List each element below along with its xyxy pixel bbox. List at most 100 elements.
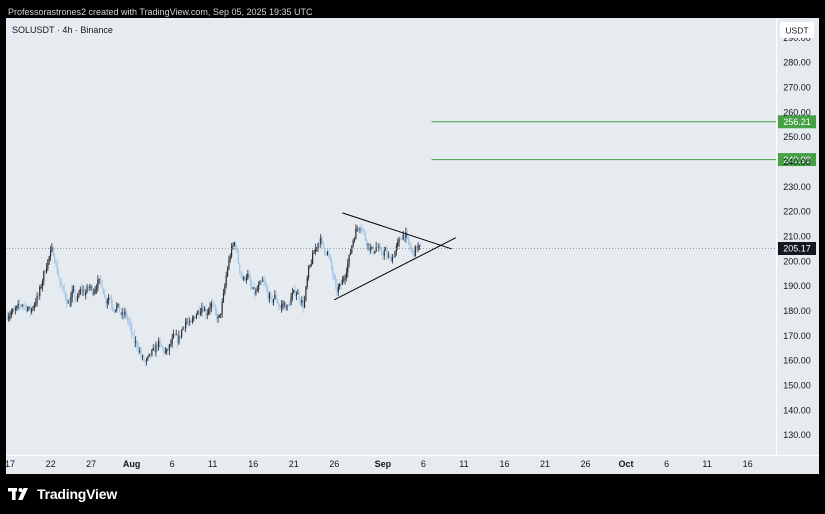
target-level-badge[interactable] <box>778 153 816 167</box>
candle-body <box>31 308 33 313</box>
candle-body <box>118 303 121 313</box>
candle-body <box>66 297 68 304</box>
candle-body <box>159 340 161 344</box>
candle-body <box>54 256 56 263</box>
triangle-upper-trendline[interactable] <box>342 212 452 250</box>
candle-body <box>93 292 95 295</box>
tradingview-logo[interactable]: TradingView <box>8 485 117 503</box>
candle-body <box>90 286 92 288</box>
candle-body <box>195 314 198 319</box>
candle-body <box>182 327 184 330</box>
candle-body <box>258 284 260 290</box>
candle-body <box>236 248 238 251</box>
candle-body <box>18 303 21 306</box>
candle-body <box>62 286 64 288</box>
candle-body <box>256 289 258 291</box>
target-level-badge[interactable] <box>778 115 816 129</box>
candle-body <box>114 309 117 312</box>
candle-body <box>144 361 146 362</box>
candle-body <box>230 246 233 257</box>
candle-body <box>64 291 67 298</box>
target-level-label: 256.21 <box>783 117 811 127</box>
candle-body <box>248 274 250 279</box>
candle-body <box>76 295 79 301</box>
candle-body <box>91 286 94 295</box>
candle-body <box>128 319 130 323</box>
candle-body <box>328 251 330 256</box>
candle-body <box>351 245 353 253</box>
tradingview-logo-icon <box>8 488 28 500</box>
candle-body <box>341 279 343 285</box>
candle-body <box>105 296 107 304</box>
candle-body <box>60 283 62 287</box>
candle-body <box>399 238 402 240</box>
candle-body <box>202 307 204 312</box>
candle-body <box>20 305 22 307</box>
candle-body <box>259 281 261 285</box>
currency-badge[interactable] <box>780 22 814 38</box>
candle-body <box>29 306 31 313</box>
candle-body <box>125 311 127 317</box>
candle-body <box>212 303 214 305</box>
candle-body <box>368 243 370 251</box>
candle-body <box>171 337 173 345</box>
candle-body <box>363 229 365 233</box>
candle-body <box>40 287 42 288</box>
candle-body <box>201 307 203 313</box>
candle-body <box>352 240 354 246</box>
candle-body <box>271 296 273 303</box>
candle-body <box>6 315 8 320</box>
candle-body <box>378 246 380 248</box>
candle-body <box>112 304 114 310</box>
candle-body <box>372 247 375 254</box>
candle-body <box>70 297 72 307</box>
horizontal-levels[interactable]: 205.17 256.21 240.98 <box>6 115 816 255</box>
candle-body <box>382 254 384 256</box>
candle-body <box>416 246 418 250</box>
triangle-lower-trendline[interactable] <box>334 237 457 301</box>
current-price-badge[interactable] <box>778 241 816 255</box>
candle-body <box>151 350 153 356</box>
candle-body <box>379 246 381 250</box>
candle-body <box>132 333 134 335</box>
time-tick-label: 6 <box>421 459 426 469</box>
candle-body <box>72 289 75 291</box>
candle-body <box>172 334 175 338</box>
candle-body <box>326 251 329 255</box>
time-tick-label: Aug <box>123 459 141 469</box>
candle-body <box>275 294 277 300</box>
candle-body <box>122 312 125 316</box>
candle-body <box>274 294 276 300</box>
candle-body <box>168 344 171 351</box>
candle-body <box>158 340 160 348</box>
time-axis[interactable]: 17 22 27 Aug 6 11 16 21 26 Sep 6 11 16 21 26 Oct 6 11 16 <box>5 459 753 469</box>
candle-body <box>85 292 87 296</box>
price-tick-label: 240.00 <box>783 157 811 167</box>
candle-body <box>310 263 312 266</box>
candle-body <box>384 249 387 251</box>
candle-body <box>233 242 235 246</box>
candle-body <box>278 303 280 308</box>
candle-body <box>49 250 52 257</box>
price-tick-label: 180.00 <box>783 306 811 316</box>
candle-body <box>189 321 191 323</box>
candle-body <box>94 289 96 293</box>
candle-body <box>136 341 138 348</box>
triangle-pattern[interactable] <box>334 212 457 301</box>
candle-body <box>293 290 295 293</box>
candle-body <box>86 286 88 293</box>
candle-body <box>162 346 164 349</box>
candle-body <box>376 247 379 248</box>
candle-body <box>314 248 316 253</box>
candle-body <box>321 237 323 242</box>
candle-body <box>360 228 362 230</box>
candle-body <box>386 249 388 257</box>
candle-body <box>332 267 334 276</box>
time-tick-label: 11 <box>702 459 711 469</box>
candle-body <box>366 239 368 246</box>
candle-body <box>353 239 356 241</box>
candle-body <box>141 356 144 357</box>
candle-body <box>316 247 318 249</box>
price-axis[interactable]: 130.00 140.00 150.00 160.00 170.00 180.00 190.… <box>783 33 811 440</box>
